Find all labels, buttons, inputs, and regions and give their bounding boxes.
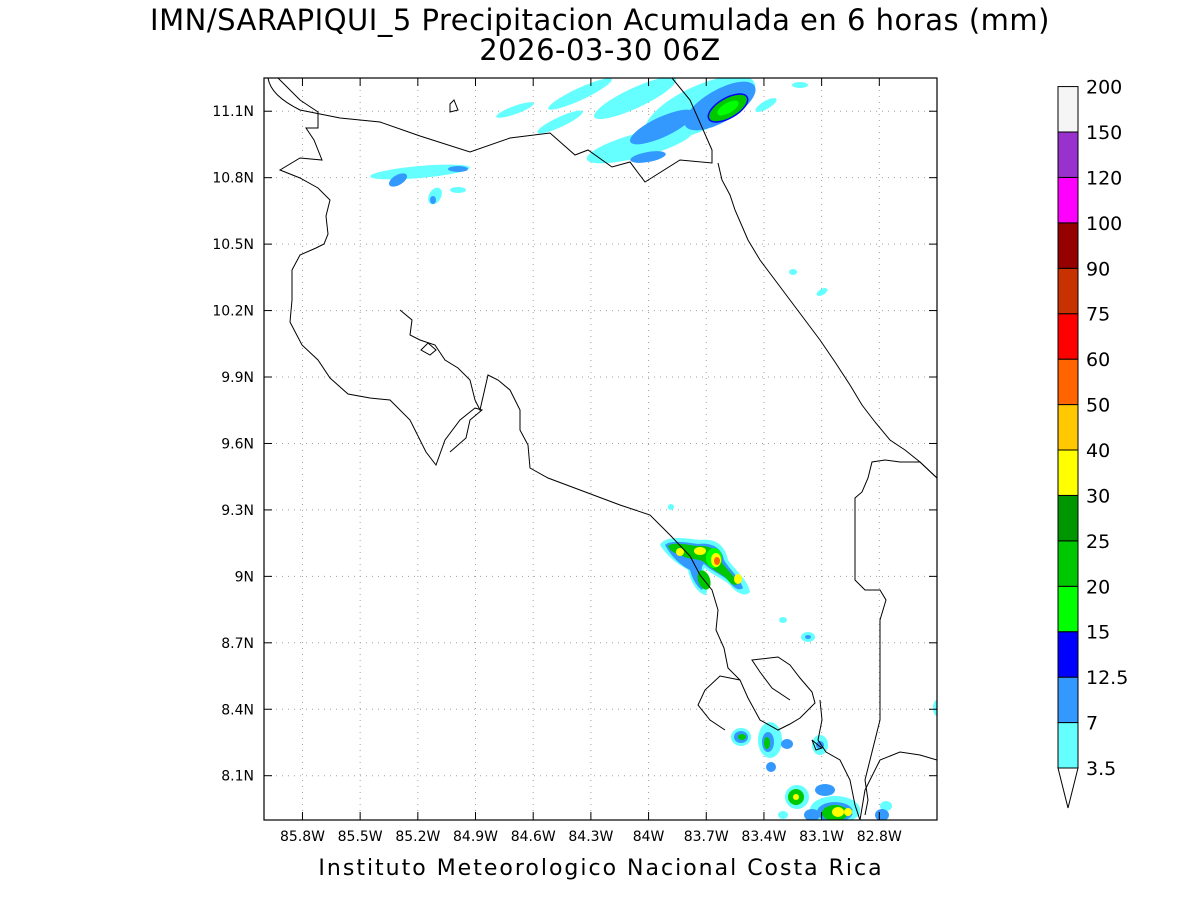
burica-line [811, 739, 824, 751]
coastline-and-borders [267, 78, 937, 820]
lon-tick-label: 85.8W [280, 829, 325, 845]
lon-tick-label: 84.3W [568, 829, 613, 845]
colorbar-swatch [1057, 267, 1079, 315]
colorbar-level-label: 25 [1086, 531, 1110, 553]
colorbar-swatch [1057, 585, 1079, 633]
panama-south-coast [859, 751, 937, 820]
colorbar-swatch [1057, 449, 1079, 496]
lon-tick-label: 82.8W [857, 829, 902, 845]
colorbar-under-arrow [1057, 767, 1079, 809]
longitude-labels: 85.8W 85.5W 85.2W 84.9W 84.6W 84.3W 84W 83.7W 83… [280, 829, 902, 845]
lon-tick-label: 84.9W [453, 829, 498, 845]
lat-tick-label: 8.4N [221, 702, 254, 718]
osa-peninsula [697, 675, 741, 731]
colorbar-level-label: 100 [1086, 213, 1122, 235]
colorbar-level-label: 40 [1086, 440, 1110, 462]
lat-tick-label: 9.3N [221, 503, 254, 519]
colorbar-swatch [1057, 176, 1079, 224]
colorbar-swatch [1057, 722, 1079, 769]
colorbar-level-label: 12.5 [1086, 667, 1128, 689]
precipitation-field [370, 78, 937, 820]
colorbar-level-label: 7 [1086, 713, 1098, 735]
colorbar-swatch [1057, 358, 1079, 406]
colorbar-level-label: 75 [1086, 304, 1110, 326]
panama-border [854, 459, 937, 816]
lon-tick-label: 84W [633, 829, 665, 845]
colorbar-swatch [1057, 676, 1079, 724]
map-axis-ticks [264, 78, 937, 820]
colorbar-level-label: 15 [1086, 622, 1110, 644]
lat-tick-label: 9.6N [221, 436, 254, 452]
colorbar-swatch [1057, 540, 1079, 587]
lon-tick-label: 85.2W [395, 829, 440, 845]
lon-tick-label: 84.6W [511, 829, 556, 845]
map-valid-time: 2026-03-30 06Z [479, 33, 721, 67]
colorbar-swatch [1057, 404, 1079, 451]
colorbar-level-label: 50 [1086, 395, 1110, 417]
rain-cells-north [370, 78, 828, 296]
colorbar-level-label: 120 [1086, 167, 1122, 189]
rain-cells-south-pacific [660, 504, 750, 595]
rain-cells-south-east [731, 617, 937, 820]
colorbar-level-label: 60 [1086, 349, 1110, 371]
lat-tick-label: 10.8N [212, 171, 254, 187]
map-credit: Instituto Meteorologico Nacional Costa R… [318, 856, 884, 881]
lat-tick-label: 9.9N [221, 370, 254, 386]
lat-tick-label: 9N [235, 569, 254, 585]
colorbar-swatch [1057, 222, 1079, 269]
lon-tick-label: 83.7W [684, 829, 729, 845]
lat-tick-label: 8.7N [221, 636, 254, 652]
lake-marker [449, 99, 459, 113]
colorbar-swatch [1057, 131, 1079, 178]
nicoya-island [420, 342, 437, 356]
map-title: IMN/SARAPIQUI_5 Precipitacion Acumulada … [150, 3, 1050, 37]
colorbar-swatch [1057, 631, 1079, 678]
lon-tick-label: 83.1W [799, 829, 844, 845]
colorbar-level-label: 150 [1086, 122, 1122, 144]
precipitation-colorbar: 3.5 7 12.5 15 20 25 30 40 50 60 75 90 100 120 150 200 [1057, 77, 1128, 809]
lat-tick-label: 11.1N [212, 104, 254, 120]
colorbar-swatch [1057, 86, 1079, 133]
colorbar-level-label: 3.5 [1086, 758, 1116, 780]
caribbean-coast [717, 162, 937, 479]
colorbar-level-label: 20 [1086, 576, 1110, 598]
golfito-coast [817, 699, 861, 820]
map-frame [263, 77, 938, 821]
osa-coast [669, 534, 816, 731]
colorbar-level-label: 30 [1086, 485, 1110, 507]
colorbar-swatch [1057, 494, 1079, 542]
guanacaste-coast [277, 78, 484, 467]
lon-tick-label: 83.4W [741, 829, 786, 845]
latitude-labels: 11.1N 10.8N 10.5N 10.2N 9.9N 9.6N 9.3N 9N 8.7N 8.… [212, 104, 254, 784]
colorbar-level-label: 200 [1086, 77, 1122, 99]
lon-tick-label: 85.5W [338, 829, 383, 845]
map-gridlines [264, 78, 937, 820]
lat-tick-label: 10.5N [212, 237, 254, 253]
colorbar-level-label: 90 [1086, 258, 1110, 280]
nicaragua-border [267, 78, 713, 183]
lat-tick-label: 10.2N [212, 304, 254, 320]
colorbar-swatch [1057, 313, 1079, 360]
nicoya-gulf [399, 309, 671, 536]
lat-tick-label: 8.1N [221, 769, 254, 785]
